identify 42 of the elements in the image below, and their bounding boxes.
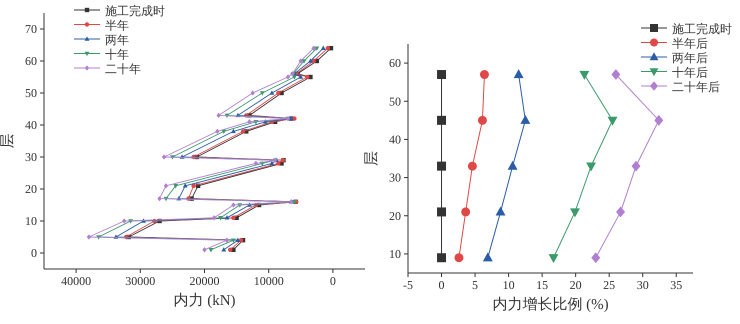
y-tick-label: 20 [25, 182, 37, 196]
y-tick-label: 10 [25, 214, 37, 228]
x-tick-label: 30000 [125, 274, 156, 288]
y-tick-label: 0 [31, 246, 37, 260]
x-tick-label: 40000 [61, 274, 92, 288]
legend-label: 两年 [105, 33, 129, 47]
legend-label: 二十年后 [672, 80, 720, 94]
x-tick-label: 0 [438, 278, 445, 292]
x-tick-label: 35 [670, 278, 682, 292]
x-tick-label: 20000 [190, 274, 220, 288]
y-tick-label: 30 [25, 150, 37, 164]
y-tick-label: 60 [389, 56, 401, 70]
legend-label: 十年 [105, 48, 129, 62]
x-tick-label: 25 [603, 278, 616, 292]
y-tick-label: 60 [25, 54, 37, 68]
y-tick-label: 20 [389, 208, 401, 223]
y-tick-label: 50 [25, 86, 37, 100]
legend-label: 半年后 [672, 36, 708, 50]
x-tick-label: 0 [330, 274, 336, 288]
y-tick-label: 70 [25, 22, 37, 36]
y-axis-title: 层 [0, 134, 16, 148]
x-tick-label: 10000 [254, 274, 284, 288]
legend-label: 十年后 [672, 66, 708, 80]
x-tick-label: 5 [472, 278, 478, 292]
x-tick-label: -5 [403, 278, 413, 292]
legend-label: 施工完成时 [672, 22, 732, 36]
y-axis-title: 层 [364, 151, 380, 166]
x-tick-label: 20 [570, 278, 582, 292]
y-tick-label: 10 [389, 246, 401, 261]
x-axis-title: 内力 (kN) [173, 292, 236, 309]
x-tick-label: 30 [636, 278, 649, 292]
x-tick-label: 10 [502, 278, 515, 292]
legend-label: 半年 [105, 18, 129, 32]
legend-label: 施工完成时 [105, 4, 165, 18]
y-tick-label: 40 [389, 132, 401, 146]
x-tick-label: 15 [536, 278, 548, 292]
legend-label: 二十年 [105, 62, 141, 76]
y-tick-label: 50 [389, 94, 401, 108]
legend-label: 两年后 [672, 51, 708, 65]
y-tick-label: 30 [389, 170, 401, 185]
y-tick-label: 40 [25, 118, 37, 132]
x-axis-title: 内力增长比例 (%) [492, 296, 609, 313]
